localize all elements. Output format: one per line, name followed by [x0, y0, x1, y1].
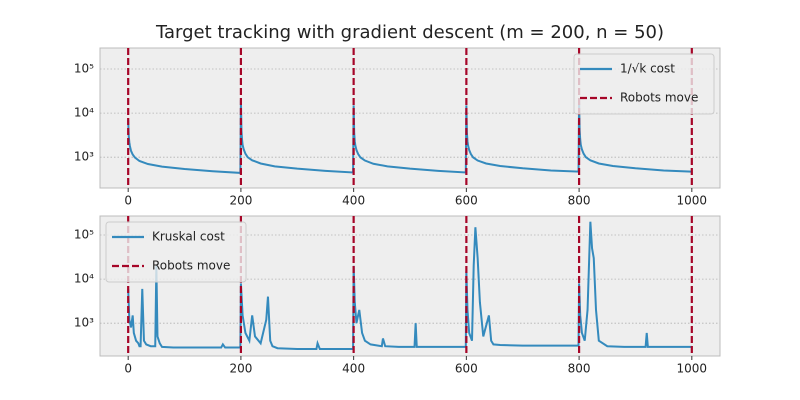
y-tick-label: 10⁵ — [74, 228, 94, 242]
legend-label: Kruskal cost — [152, 230, 225, 244]
y-tick-label: 10⁴ — [74, 272, 94, 286]
x-tick-label: 0 — [124, 194, 132, 208]
x-tick-label: 0 — [124, 362, 132, 376]
line-series — [127, 99, 693, 174]
x-tick-label: 600 — [455, 194, 478, 208]
line-series — [127, 221, 692, 350]
x-tick-label: 200 — [229, 194, 252, 208]
x-tick-label: 1000 — [677, 362, 708, 376]
x-tick-label: 800 — [568, 194, 591, 208]
legend-label: Robots move — [152, 259, 230, 273]
legend-label: 1/√k cost — [620, 62, 675, 76]
y-tick-label: 10⁵ — [74, 62, 94, 76]
x-tick-label: 800 — [568, 362, 591, 376]
y-tick-label: 10³ — [74, 150, 94, 164]
x-tick-label: 600 — [455, 362, 478, 376]
y-tick-label: 10³ — [74, 316, 94, 330]
x-tick-label: 1000 — [677, 194, 708, 208]
chart-title: Target tracking with gradient descent (m… — [155, 22, 664, 43]
legend-label: Robots move — [620, 91, 698, 105]
x-tick-label: 200 — [229, 362, 252, 376]
x-tick-label: 400 — [342, 362, 365, 376]
x-tick-label: 400 — [342, 194, 365, 208]
y-tick-label: 10⁴ — [74, 106, 94, 120]
